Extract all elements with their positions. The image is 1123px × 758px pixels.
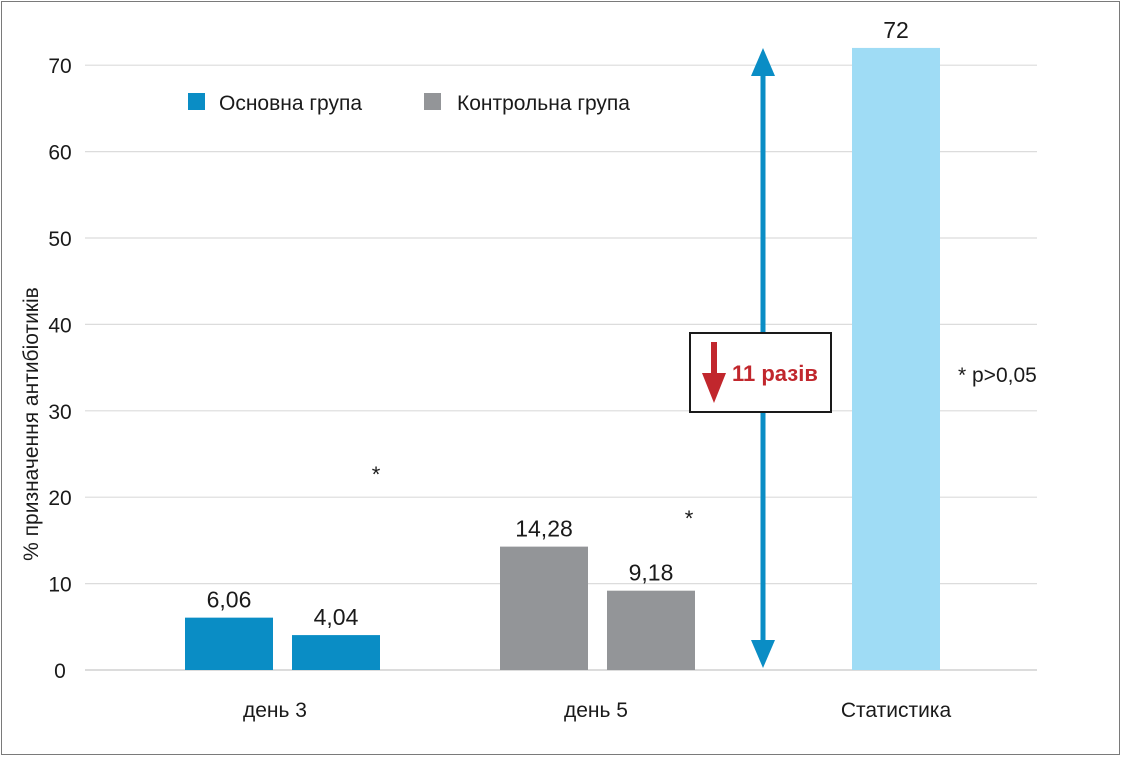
bar-value-label: 6,06 bbox=[207, 587, 252, 613]
reduction-label: 11 разів bbox=[732, 361, 818, 386]
y-tick-label: 0 bbox=[54, 660, 66, 683]
arrow-down-head bbox=[751, 640, 775, 668]
bar-value-label: 9,18 bbox=[629, 560, 674, 586]
bar-value-label: 72 bbox=[883, 17, 909, 43]
footnote: * p>0,05 bbox=[958, 364, 1037, 387]
x-category-label: день 3 bbox=[243, 699, 307, 722]
bar-value-label: 4,04 bbox=[314, 604, 359, 630]
y-tick-label: 20 bbox=[48, 487, 71, 510]
y-tick-label: 30 bbox=[48, 401, 71, 424]
bar bbox=[500, 546, 588, 670]
significance-marker-day5: * bbox=[685, 506, 694, 531]
y-tick-label: 60 bbox=[48, 142, 71, 165]
y-tick-label: 70 bbox=[48, 55, 71, 78]
down-arrow-icon bbox=[702, 373, 726, 403]
y-tick-label: 40 bbox=[48, 314, 71, 337]
bars: 6,06 4,04 14,28 9,18 72 bbox=[185, 17, 940, 671]
legend: Основна група Контрольна група bbox=[188, 92, 630, 115]
legend-label-main: Основна група bbox=[219, 92, 362, 115]
x-category-label: Статистика bbox=[841, 699, 952, 722]
legend-swatch-control bbox=[424, 93, 441, 110]
bar bbox=[185, 617, 273, 670]
y-axis-ticks: 0 10 20 30 40 50 60 70 bbox=[48, 55, 71, 683]
bar bbox=[292, 635, 380, 670]
x-category-label: день 5 bbox=[564, 699, 628, 722]
x-axis-categories: день 3 день 5 Статистика bbox=[243, 699, 951, 722]
bar bbox=[852, 47, 940, 671]
reduction-callout: 11 разів bbox=[689, 332, 832, 413]
arrow-up-head bbox=[751, 48, 775, 76]
bar bbox=[607, 590, 695, 670]
y-tick-label: 50 bbox=[48, 228, 71, 251]
y-axis-label: % призначення антибіотиків bbox=[20, 287, 43, 561]
bar-value-label: 14,28 bbox=[515, 516, 573, 542]
significance-marker-day3: * bbox=[372, 462, 381, 487]
y-tick-label: 10 bbox=[48, 574, 71, 597]
legend-label-control: Контрольна група bbox=[457, 92, 630, 115]
legend-swatch-main bbox=[188, 93, 205, 110]
